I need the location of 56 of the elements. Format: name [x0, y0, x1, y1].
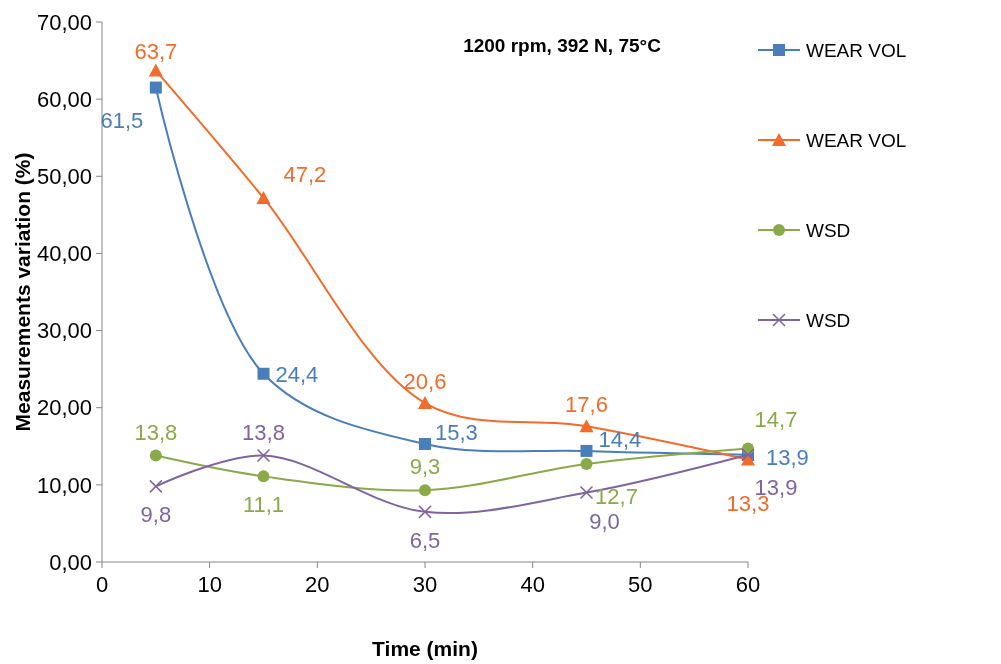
- x-tick-label: 40: [520, 572, 545, 597]
- data-label: 63,7: [134, 38, 178, 64]
- point: [148, 63, 163, 77]
- data-label: 20,6: [403, 369, 447, 395]
- x-tick-label: 30: [412, 572, 438, 597]
- x-tick-label: 20: [305, 572, 330, 597]
- y-tick-label: 20,00: [36, 395, 92, 421]
- x-tick-label: 0: [95, 572, 109, 597]
- y-tick-label: 10,00: [36, 472, 92, 498]
- point: [419, 484, 431, 497]
- y-tick-label: 30,00: [36, 318, 92, 344]
- data-label: 12,7: [595, 484, 638, 510]
- text: 1200 rpm, 392 N, 75°C: [463, 35, 662, 56]
- point: [256, 190, 271, 204]
- y-axis-title: Measurements variation (%): [11, 152, 34, 432]
- data-label: 9,3: [409, 454, 441, 480]
- point: [257, 470, 270, 483]
- x-tick-label: 10: [197, 572, 222, 597]
- y-tick-label: 70,00: [36, 9, 92, 35]
- point: [257, 367, 270, 380]
- point: [149, 449, 162, 462]
- y-tick-label: 0,00: [49, 549, 92, 575]
- point: [579, 419, 594, 433]
- legend-label: WSD: [806, 309, 851, 331]
- point: [149, 479, 163, 494]
- x-tick-label: 60: [735, 572, 761, 597]
- y-tick-label: 50,00: [36, 163, 92, 189]
- data-label: 6,5: [409, 527, 441, 553]
- data-label: 11,1: [242, 492, 285, 518]
- point: [579, 485, 594, 500]
- point: [149, 81, 162, 94]
- data-label: 61,5: [100, 107, 144, 133]
- data-label: 17,6: [565, 392, 608, 418]
- data-label: 9,0: [589, 508, 620, 534]
- x-tick-label: 50: [628, 572, 653, 597]
- data-label: 47,2: [283, 161, 327, 187]
- data-label: 15,3: [435, 419, 478, 445]
- point: [580, 444, 593, 457]
- point: [580, 458, 593, 471]
- y-tick-label: 60,00: [36, 86, 92, 112]
- data-label: 14,7: [754, 406, 798, 432]
- x-axis-title: Time (min): [372, 637, 478, 660]
- point: [418, 505, 432, 519]
- point: [256, 448, 271, 463]
- legend-label: WEAR VOL: [806, 129, 907, 151]
- legend-label: WSD: [806, 219, 851, 241]
- data-label: 13,8: [134, 419, 178, 445]
- point: [419, 437, 431, 450]
- data-label: 13,9: [766, 444, 809, 470]
- point: [418, 396, 432, 410]
- y-tick-label: 40,00: [36, 241, 92, 267]
- data-label: 13,8: [242, 419, 285, 445]
- data-label: 24,4: [275, 361, 319, 387]
- data-label: 14,4: [598, 426, 642, 452]
- data-label: 9,8: [140, 502, 172, 528]
- legend-label: WEAR VOL: [806, 39, 907, 61]
